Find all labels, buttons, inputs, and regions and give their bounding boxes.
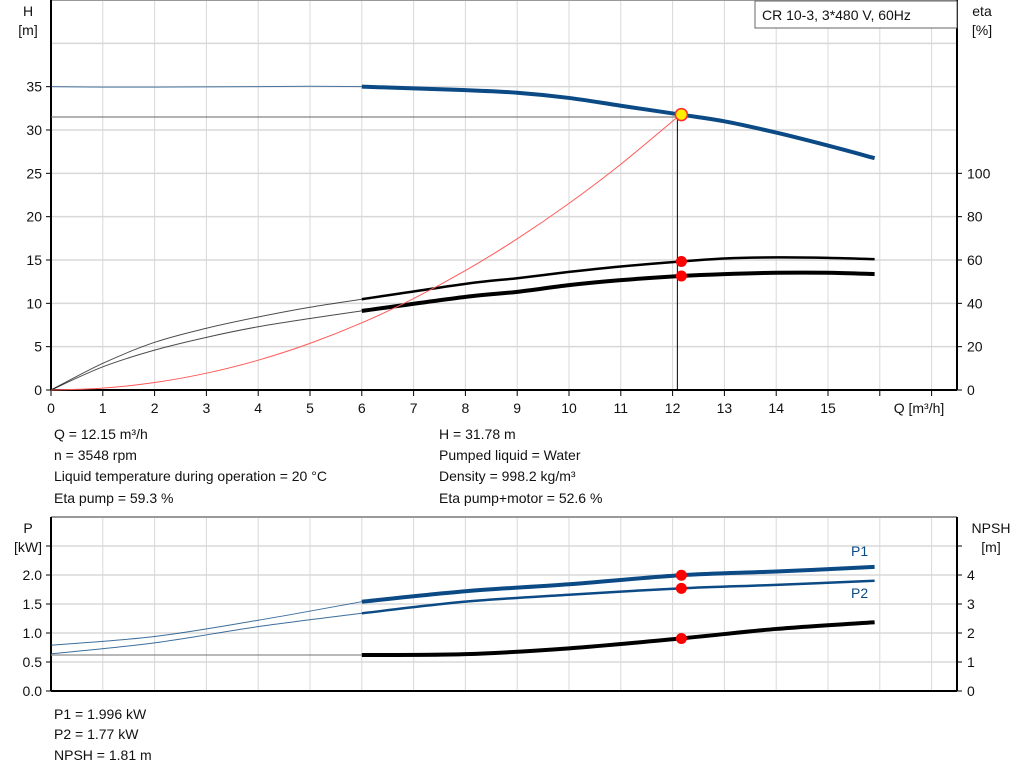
top-x-tick-label: 6 — [358, 400, 366, 416]
top-y-tick-label: 10 — [26, 295, 42, 311]
bottom-ylabel-unit: [kW] — [14, 539, 42, 555]
top-y2-tick-label: 60 — [967, 252, 983, 268]
eta-pump-duty-marker — [675, 256, 687, 268]
bottom-y-tick-label: 0.0 — [23, 683, 43, 699]
P2-curve-extrapolated — [50, 612, 362, 655]
P2-curve — [361, 579, 875, 615]
H-curve-extrapolated — [50, 85, 362, 88]
bottom-y2-tick-label: 0 — [967, 683, 975, 699]
top-y-tick-label: 5 — [34, 339, 42, 355]
top-x-tick-label: 13 — [717, 400, 733, 416]
top-x-tick-label: 9 — [513, 400, 521, 416]
readout-h: H = 31.78 m — [439, 426, 516, 442]
top-y2label: eta — [972, 3, 992, 19]
top-ylabel-unit: [m] — [18, 22, 37, 38]
P1-curve — [361, 564, 875, 604]
title-box — [754, 0, 958, 29]
readout-n: n = 3548 rpm — [54, 447, 137, 463]
top-x-tick-label: 8 — [462, 400, 470, 416]
top-y2-tick-label: 40 — [967, 295, 983, 311]
top-y-tick-label: 20 — [26, 209, 42, 225]
readout-p2: P2 = 1.77 kW — [54, 726, 139, 742]
NPSH-curve — [361, 620, 875, 658]
system-curve-line — [50, 114, 681, 391]
P2-duty-marker — [675, 582, 687, 594]
bottom-y2-tick-label: 2 — [967, 625, 975, 641]
eta_pump_motor-curve-extrapolated — [50, 310, 362, 391]
top-x-tick-label: 12 — [665, 400, 681, 416]
readout-eta-pump: Eta pump = 59.3 % — [54, 490, 174, 506]
readout-eta-pump-motor: Eta pump+motor = 52.6 % — [439, 490, 603, 506]
eta-pump-motor-duty-marker — [675, 270, 687, 282]
top-x-tick-label: 11 — [614, 400, 629, 416]
bottom-y2-tick-label: 3 — [967, 596, 975, 612]
bottom-y2-tick-label: 4 — [967, 567, 975, 583]
P2-series-label: P2 — [851, 585, 868, 601]
P1-series-label: P1 — [851, 543, 868, 559]
top-x-tick-label: 15 — [820, 400, 836, 416]
readout-liquid: Pumped liquid = Water — [439, 447, 581, 463]
top-xlabel: Q [m³/h] — [894, 400, 945, 416]
top-x-tick-label: 3 — [203, 400, 211, 416]
bottom-y-tick-label: 0.5 — [23, 654, 43, 670]
top-y-tick-label: 30 — [26, 122, 42, 138]
top-ylabel: H — [23, 3, 33, 19]
duty-point-marker — [674, 107, 689, 122]
P1-duty-marker — [675, 569, 687, 581]
top-x-tick-label: 14 — [768, 400, 784, 416]
eta_pump_motor-curve — [361, 270, 875, 313]
top-x-tick-label: 4 — [254, 400, 262, 416]
top-y-tick-label: 25 — [26, 165, 42, 181]
top-x-tick-label: 0 — [47, 400, 55, 416]
bottom-y-tick-label: 2.0 — [23, 567, 43, 583]
readout-q: Q = 12.15 m³/h — [54, 426, 148, 442]
P1-curve-extrapolated — [50, 601, 362, 646]
top-y-tick-label: 15 — [26, 252, 42, 268]
readout-npsh: NPSH = 1.81 m — [54, 747, 152, 763]
readout-temp: Liquid temperature during operation = 20… — [54, 468, 327, 484]
chart-title: CR 10-3, 3*480 V, 60Hz — [762, 7, 911, 23]
bottom-y-tick-label: 1.0 — [23, 625, 43, 641]
top-x-tick-label: 2 — [151, 400, 159, 416]
top-x-tick-label: 5 — [306, 400, 314, 416]
bottom-ylabel: P — [23, 520, 32, 536]
top-y2label-unit: [%] — [972, 22, 992, 38]
bottom-y2label: NPSH — [972, 520, 1011, 536]
top-y2-tick-label: 20 — [967, 339, 983, 355]
top-y-tick-label: 0 — [34, 382, 42, 398]
top-y2-tick-label: 0 — [967, 382, 975, 398]
bottom-y2-tick-label: 1 — [967, 654, 975, 670]
top-y2-tick-label: 80 — [967, 209, 983, 225]
bottom-y-tick-label: 1.5 — [23, 596, 43, 612]
top-x-tick-label: 1 — [99, 400, 107, 416]
top-x-tick-label: 7 — [410, 400, 418, 416]
eta_pump-curve-extrapolated — [50, 298, 362, 391]
top-y2-tick-label: 100 — [967, 165, 991, 181]
readout-p1: P1 = 1.996 kW — [54, 706, 147, 722]
bottom-y2label-unit: [m] — [981, 539, 1000, 555]
top-x-tick-label: 10 — [561, 400, 577, 416]
eta_pump-curve — [361, 256, 875, 301]
top-y-tick-label: 35 — [26, 79, 42, 95]
NPSH-duty-marker — [675, 633, 687, 645]
H-curve — [361, 84, 876, 161]
readout-density: Density = 998.2 kg/m³ — [439, 468, 576, 484]
